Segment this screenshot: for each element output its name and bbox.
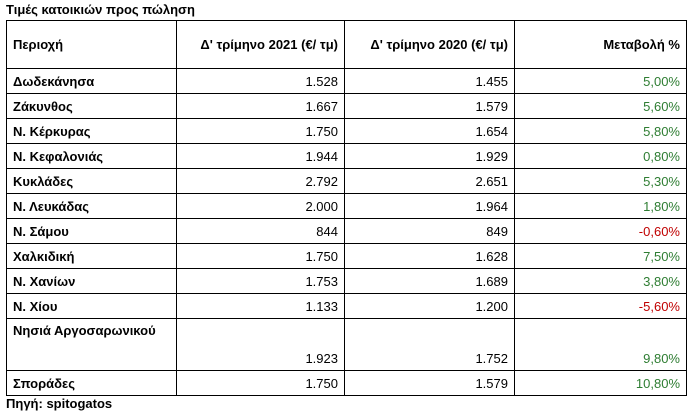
q4-2021-cell: 1.750 <box>176 370 345 396</box>
region-cell: Ν. Λευκάδας <box>6 193 177 219</box>
q4-2021-cell: 1.133 <box>176 293 345 319</box>
region-cell: Ζάκυνθος <box>6 93 177 119</box>
change-cell: 3,80% <box>514 268 687 294</box>
table-row: Νησιά Αργοσαρωνικού 1.923 1.752 9,80% <box>6 318 687 371</box>
q4-2021-cell: 1.528 <box>176 68 345 94</box>
q4-2020-cell: 1.964 <box>344 193 515 219</box>
region-cell: Σποράδες <box>6 370 177 396</box>
table-title: Τιμές κατοικιών προς πώληση <box>6 2 195 17</box>
table-row: Ν. Χίου 1.133 1.200 -5,60% <box>6 293 687 319</box>
header-row: Περιοχή Δ' τρίμηνο 2021 (€/ τμ) Δ' τρίμη… <box>6 20 687 69</box>
region-cell: Χαλκιδική <box>6 243 177 269</box>
q4-2021-cell: 2.792 <box>176 168 345 194</box>
header-region: Περιοχή <box>6 20 177 69</box>
q4-2020-cell: 2.651 <box>344 168 515 194</box>
q4-2021-cell: 1.750 <box>176 118 345 144</box>
prices-table: Περιοχή Δ' τρίμηνο 2021 (€/ τμ) Δ' τρίμη… <box>6 20 687 396</box>
table-row: Χαλκιδική 1.750 1.628 7,50% <box>6 243 687 269</box>
q4-2020-cell: 1.628 <box>344 243 515 269</box>
change-cell: 5,80% <box>514 118 687 144</box>
change-cell: 1,80% <box>514 193 687 219</box>
change-cell: 5,60% <box>514 93 687 119</box>
change-cell: -5,60% <box>514 293 687 319</box>
table-row: Ζάκυνθος 1.667 1.579 5,60% <box>6 93 687 119</box>
q4-2020-cell: 1.455 <box>344 68 515 94</box>
change-cell: -0,60% <box>514 218 687 244</box>
region-cell: Ν. Κεφαλονιάς <box>6 143 177 169</box>
region-cell: Νησιά Αργοσαρωνικού <box>6 318 177 371</box>
table-row: Κυκλάδες 2.792 2.651 5,30% <box>6 168 687 194</box>
header-q4-2020: Δ' τρίμηνο 2020 (€/ τμ) <box>344 20 515 69</box>
change-cell: 9,80% <box>514 318 687 371</box>
q4-2020-cell: 1.579 <box>344 93 515 119</box>
source-note: Πηγή: spitogatos <box>6 396 113 411</box>
change-cell: 5,30% <box>514 168 687 194</box>
table-row: Σποράδες 1.750 1.579 10,80% <box>6 370 687 396</box>
q4-2020-cell: 1.654 <box>344 118 515 144</box>
change-cell: 10,80% <box>514 370 687 396</box>
table-row: Ν. Λευκάδας 2.000 1.964 1,80% <box>6 193 687 219</box>
change-cell: 7,50% <box>514 243 687 269</box>
q4-2020-cell: 1.752 <box>344 318 515 371</box>
table-row: Ν. Χανίων 1.753 1.689 3,80% <box>6 268 687 294</box>
q4-2021-cell: 2.000 <box>176 193 345 219</box>
header-change: Μεταβολή % <box>514 20 687 69</box>
q4-2020-cell: 1.929 <box>344 143 515 169</box>
q4-2021-cell: 1.944 <box>176 143 345 169</box>
table-row: Ν. Κεφαλονιάς 1.944 1.929 0,80% <box>6 143 687 169</box>
region-cell: Κυκλάδες <box>6 168 177 194</box>
q4-2021-cell: 1.753 <box>176 268 345 294</box>
q4-2021-cell: 1.923 <box>176 318 345 371</box>
change-cell: 5,00% <box>514 68 687 94</box>
region-cell: Ν. Χανίων <box>6 268 177 294</box>
table-row: Ν. Κέρκυρας 1.750 1.654 5,80% <box>6 118 687 144</box>
q4-2020-cell: 1.200 <box>344 293 515 319</box>
q4-2021-cell: 844 <box>176 218 345 244</box>
region-cell: Ν. Σάμου <box>6 218 177 244</box>
change-cell: 0,80% <box>514 143 687 169</box>
q4-2021-cell: 1.667 <box>176 93 345 119</box>
q4-2021-cell: 1.750 <box>176 243 345 269</box>
region-cell: Ν. Κέρκυρας <box>6 118 177 144</box>
q4-2020-cell: 849 <box>344 218 515 244</box>
table-row: Δωδεκάνησα 1.528 1.455 5,00% <box>6 68 687 94</box>
q4-2020-cell: 1.689 <box>344 268 515 294</box>
region-cell: Δωδεκάνησα <box>6 68 177 94</box>
header-q4-2021: Δ' τρίμηνο 2021 (€/ τμ) <box>176 20 345 69</box>
q4-2020-cell: 1.579 <box>344 370 515 396</box>
region-cell: Ν. Χίου <box>6 293 177 319</box>
table-row: Ν. Σάμου 844 849 -0,60% <box>6 218 687 244</box>
